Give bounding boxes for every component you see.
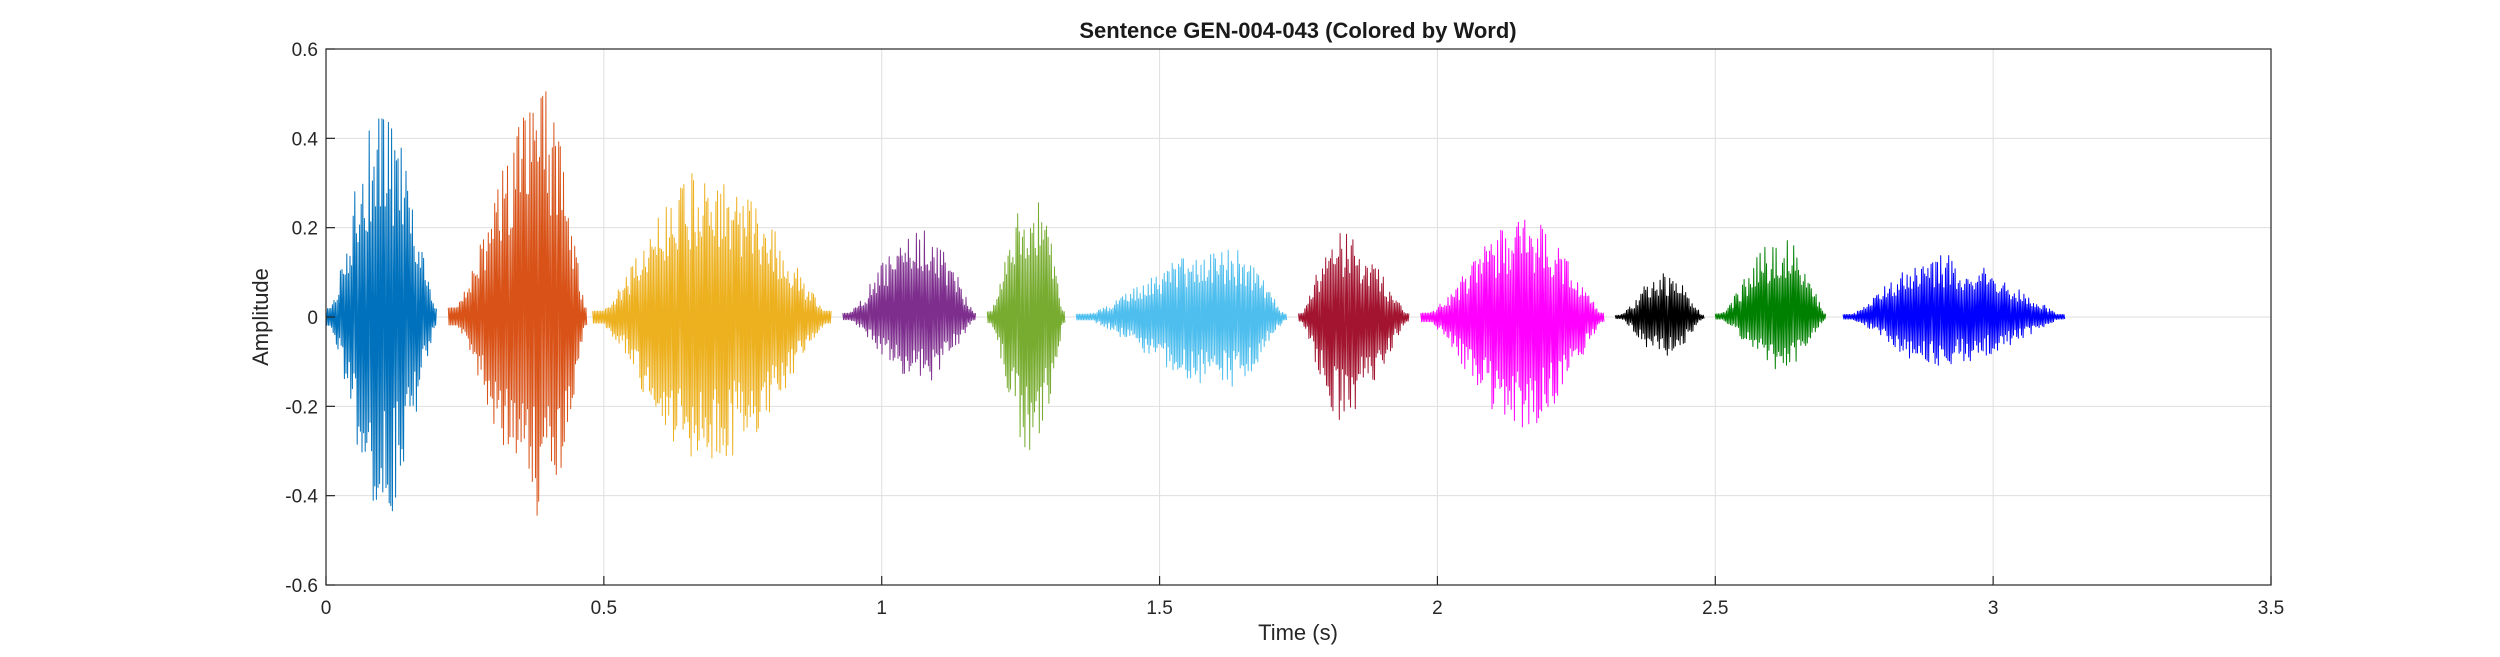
- waveform-word-3: [592, 173, 832, 459]
- x-tick-label: 0: [321, 598, 332, 619]
- x-tick-label: 0.5: [591, 598, 617, 619]
- y-tick-label: 0.4: [292, 129, 319, 150]
- waveform-word-8: [1420, 219, 1605, 428]
- x-tick-label: 3.5: [2258, 598, 2284, 619]
- axis-ticks: 0 0.5 1 1.5 2 2.5 3 3.5 -0.6 -0.4 -0.2 0 0.2 0.4 0.6: [285, 40, 2284, 619]
- y-axis-label: Amplitude: [248, 268, 273, 366]
- y-tick-label: 0.2: [292, 219, 318, 240]
- waveform-word-5: [986, 202, 1066, 451]
- waveform-word-10: [1714, 240, 1827, 370]
- y-tick-label: -0.4: [285, 487, 318, 508]
- chart-title: Sentence GEN-004-043 (Colored by Word): [1079, 18, 1516, 43]
- x-tick-label: 2: [1432, 598, 1443, 619]
- waveform-word-7: [1298, 233, 1410, 420]
- waveform-word-6: [1075, 249, 1288, 387]
- y-tick-label: 0.6: [292, 40, 318, 61]
- waveform-word-4: [842, 230, 977, 381]
- x-tick-label: 3: [1988, 598, 1999, 619]
- waveform-series-layer: [325, 91, 2066, 516]
- y-tick-label: -0.2: [285, 397, 318, 418]
- waveform-word-11: [1842, 255, 2066, 366]
- x-tick-label: 1: [876, 598, 887, 619]
- x-tick-label: 2.5: [1702, 598, 1728, 619]
- y-tick-label: 0: [307, 308, 318, 329]
- waveform-word-1: [325, 118, 437, 512]
- waveform-word-2: [447, 91, 588, 516]
- y-tick-label: -0.6: [285, 576, 318, 597]
- x-tick-label: 1.5: [1146, 598, 1172, 619]
- x-axis-label: Time (s): [1258, 620, 1338, 645]
- waveform-word-9: [1614, 273, 1705, 356]
